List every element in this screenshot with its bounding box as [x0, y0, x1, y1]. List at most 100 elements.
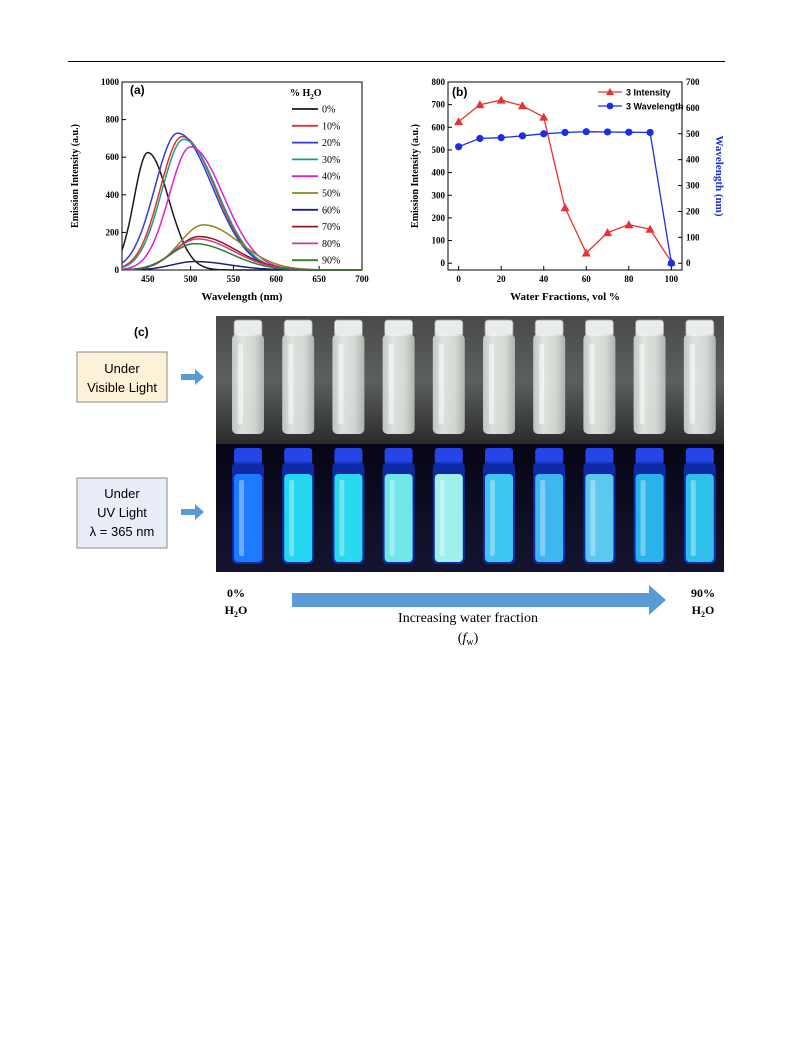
caption-right-h2o-o: O: [705, 603, 714, 617]
uv-vial-highlight: [490, 480, 495, 556]
uv-light-label-line3: λ = 365 nm: [90, 524, 155, 539]
chart-b-wavelength-marker: [476, 134, 484, 143]
chart-a-legend-title: % H2O: [290, 88, 322, 101]
chart-a-legend-label: 70%: [322, 222, 340, 233]
uv-vial-glow: [585, 474, 614, 562]
caption-left-h2o-sub: 2: [234, 610, 238, 619]
visible-vial-body: [533, 334, 566, 434]
chart-b-y2tick-label: 100: [686, 232, 700, 242]
chart-a-curves: [121, 132, 362, 271]
uv-light-vials: [232, 448, 716, 564]
chart-b-line-intensity: [458, 99, 672, 263]
chart-a-legend: % H2O 0% 10% 20% 30% 40% 50% 60% 70% 80% 90%: [290, 88, 340, 267]
visible-light-vials: [232, 319, 716, 434]
chart-b-y2tick-label: 400: [686, 155, 700, 165]
uv-vial-highlight: [289, 480, 295, 556]
uv-vial-cap: [384, 448, 413, 464]
chart-a-ytick-label: 800: [106, 115, 120, 125]
uv-vial-glow: [685, 474, 714, 562]
chart-b-axes: 0 20 40 60 80 100 0 100 200 300 400 500 600 700 800 0 10…: [432, 77, 701, 284]
uv-vial-glow: [234, 474, 262, 562]
chart-b-legend-marker: [606, 88, 614, 95]
visible-vial-highlight: [689, 344, 695, 424]
chart-a-xtick-label: 450: [141, 274, 155, 284]
caption-right-h2o: H2O: [692, 603, 715, 619]
visible-vial-highlight: [639, 344, 645, 424]
visible-vial-body: [432, 334, 465, 434]
chart-b-ytick-label: 300: [432, 190, 446, 200]
visible-vial-highlight: [388, 344, 394, 424]
uv-vial-glow: [434, 474, 463, 562]
fw-symbol-close: ): [474, 631, 479, 646]
chart-b-xtick-label: 20: [497, 274, 507, 284]
chart-b-y2label: Wavelength (nm): [713, 136, 725, 217]
chart-b-y2tick-label: 0: [686, 258, 691, 268]
caption-right-pct: 90%: [691, 586, 715, 600]
chart-a-legend-title-o: O: [314, 88, 322, 99]
panel-c-vial-photos: (c) Under Visible Light Under UV Light λ…: [76, 316, 724, 648]
visible-vial-highlight: [338, 344, 344, 424]
chart-b-intensity-marker: [496, 95, 506, 104]
uv-vial-glow: [635, 474, 664, 562]
chart-b-ytick-label: 700: [432, 100, 446, 110]
visible-vial-body: [633, 334, 666, 434]
visible-vial-cap: [534, 319, 564, 337]
uv-vial-glow: [384, 474, 413, 562]
visible-vial-body: [583, 334, 616, 434]
uv-vial-highlight: [590, 480, 596, 556]
uv-vial-cap: [234, 448, 262, 464]
chart-b-wavelength-marker: [603, 128, 612, 136]
uv-vial-glow: [485, 474, 513, 562]
chart-b-panel-label: (b): [452, 85, 467, 99]
chart-b-legend-marker: [606, 102, 614, 110]
chart-a-legend-label: 80%: [322, 239, 340, 250]
chart-b-wavelength-marker: [582, 128, 590, 136]
chart-b-wavelength-marker: [455, 143, 463, 151]
caption-left-h2o: H2O: [225, 603, 248, 619]
chart-b-y2tick-label: 700: [686, 77, 700, 87]
chart-a-ytick-label: 1000: [101, 77, 120, 87]
uv-light-label-box: [76, 477, 168, 549]
chart-b-y2tick-label: 300: [686, 181, 700, 191]
uv-vial-highlight: [389, 480, 395, 556]
chart-b-legend-label: 3 Wavelength: [626, 102, 684, 112]
chart-a-legend-label: 0%: [322, 105, 335, 116]
uv-vial-cap: [635, 448, 664, 464]
chart-b-xtick-label: 60: [582, 274, 592, 284]
chart-a-xtick-label: 600: [270, 274, 284, 284]
visible-vial-cap: [685, 319, 715, 337]
caption-left-pct: 0%: [227, 586, 245, 600]
chart-b-intensity-marker: [581, 248, 591, 257]
visible-light-label-box: [76, 351, 168, 403]
visible-vial-body: [382, 334, 415, 434]
chart-b-xtick-label: 40: [539, 274, 549, 284]
chart-b-wavelength-marker: [646, 128, 654, 137]
chart-b-ytick-label: 100: [432, 236, 446, 246]
chart-a-legend-label: 30%: [322, 155, 340, 166]
uv-vial-highlight: [540, 480, 546, 556]
chart-a-curve-90pct: [121, 242, 362, 271]
chart-b-xtick-label: 80: [624, 274, 634, 284]
chart-a-ylabel: Emission Intensity (a.u.): [70, 124, 81, 228]
chart-b-ytick-label: 0: [441, 258, 446, 268]
visible-vial-cap: [635, 319, 664, 337]
chart-b-ytick-label: 200: [432, 213, 446, 223]
chart-b-y2tick-label: 600: [686, 103, 700, 113]
chart-b-legend-label: 3 Intensity: [626, 88, 671, 98]
fw-symbol-f: f: [462, 631, 468, 646]
visible-vial-highlight: [539, 344, 545, 424]
uv-vial-cap: [434, 448, 463, 464]
chart-a-xtick-label: 700: [355, 274, 369, 284]
visible-vial-body: [282, 334, 315, 434]
visible-vial-highlight: [288, 344, 294, 424]
chart-a-legend-label: 60%: [322, 205, 340, 216]
chart-b-ytick-label: 600: [432, 122, 446, 132]
visible-light-pointer-arrow: [181, 369, 204, 385]
chart-b-plot-frame: [447, 81, 683, 271]
chart-b-ytick-label: 500: [432, 145, 446, 155]
visible-vial-cap: [233, 319, 263, 337]
increasing-water-arrow: [292, 585, 666, 615]
fw-symbol: (fw): [458, 631, 479, 648]
panel-c-label: (c): [134, 325, 149, 339]
chart-a-legend-label: 20%: [322, 138, 340, 149]
